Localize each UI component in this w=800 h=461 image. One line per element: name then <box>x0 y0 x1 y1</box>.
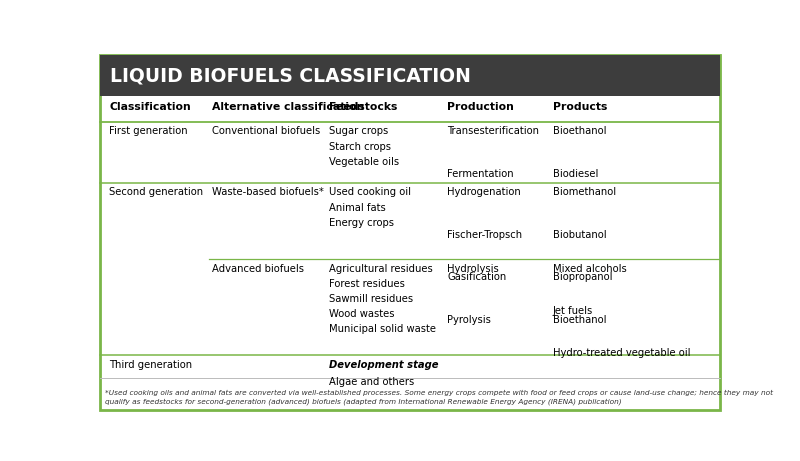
Text: Waste-based biofuels*: Waste-based biofuels* <box>211 187 323 197</box>
Text: Production: Production <box>447 102 514 112</box>
Text: Bioethanol

Biodiesel: Bioethanol Biodiesel <box>553 126 606 179</box>
Text: LIQUID BIOFUELS CLASSIFICATION: LIQUID BIOFUELS CLASSIFICATION <box>110 66 470 85</box>
FancyBboxPatch shape <box>100 55 720 96</box>
Text: Sugar crops
Starch crops
Vegetable oils: Sugar crops Starch crops Vegetable oils <box>330 126 399 167</box>
Text: Alternative classification: Alternative classification <box>211 102 364 112</box>
Text: Mixed alcohols

Jet fuels

Hydro-treated vegetable oil: Mixed alcohols Jet fuels Hydro-treated v… <box>553 264 690 359</box>
Text: Used cooking oil
Animal fats
Energy crops: Used cooking oil Animal fats Energy crop… <box>330 187 411 228</box>
Text: Hydrogenation

Fischer-Tropsch

Gasification

Pyrolysis: Hydrogenation Fischer-Tropsch Gasificati… <box>447 187 522 325</box>
Text: Classification: Classification <box>110 102 191 112</box>
Text: Hydrolysis: Hydrolysis <box>447 264 499 274</box>
Text: Products: Products <box>553 102 607 112</box>
Text: Conventional biofuels: Conventional biofuels <box>211 126 320 136</box>
Text: Third generation: Third generation <box>110 360 193 370</box>
Text: Feedstocks: Feedstocks <box>330 102 398 112</box>
Text: First generation: First generation <box>110 126 188 136</box>
Text: *Used cooking oils and animal fats are converted via well-established processes.: *Used cooking oils and animal fats are c… <box>105 390 773 405</box>
Text: Agricultural residues
Forest residues
Sawmill residues
Wood wastes
Municipal sol: Agricultural residues Forest residues Sa… <box>330 264 437 335</box>
Text: Algae and others: Algae and others <box>330 377 414 387</box>
Text: Advanced biofuels: Advanced biofuels <box>211 264 304 274</box>
Text: Transesterification

Fermentation: Transesterification Fermentation <box>447 126 539 179</box>
Text: Development stage: Development stage <box>330 360 439 370</box>
Text: Biomethanol

Biobutanol

Biopropanol

Bioethanol: Biomethanol Biobutanol Biopropanol Bioet… <box>553 187 616 325</box>
Text: Second generation: Second generation <box>110 187 203 197</box>
